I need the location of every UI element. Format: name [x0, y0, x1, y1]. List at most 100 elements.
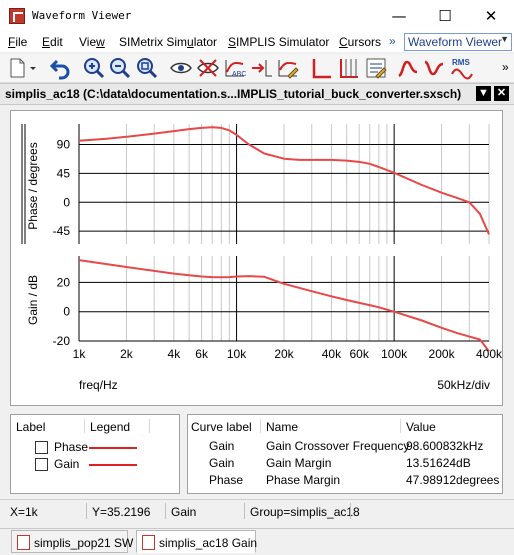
x-axis-title: freq/Hz	[79, 378, 118, 392]
menu-file[interactable]: File	[8, 35, 28, 49]
new-file-icon[interactable]	[5, 56, 29, 80]
view-select[interactable]: Waveform Viewer ▼	[404, 33, 512, 51]
add-curve-icon[interactable]	[250, 56, 274, 80]
window-title: Waveform Viewer	[32, 9, 132, 22]
app-icon	[9, 8, 25, 24]
phase-tick-label: 90	[57, 138, 71, 152]
row-curve: Phase	[209, 473, 244, 487]
header-divider	[400, 419, 401, 433]
gain-tick-label: -20	[53, 334, 71, 348]
menu-simetrix-simulator[interactable]: SIMetrix Simulator	[119, 35, 218, 49]
phase-visibility-checkbox[interactable]	[35, 441, 48, 454]
x-tick-label: 4k	[168, 347, 182, 361]
row-name: Phase Margin	[266, 473, 341, 487]
cursor-b-icon[interactable]	[422, 56, 446, 80]
menu-cursors[interactable]: Cursors	[339, 35, 382, 49]
axis-icon[interactable]	[310, 56, 334, 80]
legend-line-phase	[89, 447, 137, 449]
row-curve: Gain	[209, 439, 235, 453]
waveform-doc-icon	[17, 535, 30, 550]
waveform-doc-icon	[142, 535, 155, 550]
x-tick-label: 200k	[429, 347, 456, 361]
rms-icon[interactable]: RMS	[450, 56, 474, 80]
hide-curve-icon[interactable]	[196, 56, 220, 80]
svg-text:ABC: ABC	[232, 71, 246, 78]
tab-simplis-pop21-sw[interactable]: simplis_pop21 SW	[11, 530, 133, 553]
x-tick-label: 2k	[120, 347, 134, 361]
document-title: simplis_ac18 (C:\data\documentation.s...…	[5, 87, 462, 101]
zoom-out-icon[interactable]	[108, 56, 132, 80]
chevron-down-icon: ▼	[500, 34, 509, 44]
minimize-button[interactable]: —	[391, 7, 407, 25]
close-button[interactable]: ✕	[484, 7, 498, 25]
phase-tick-label: 45	[57, 166, 71, 180]
doc-close-button[interactable]: ✕	[494, 86, 509, 101]
phase-curve	[78, 126, 490, 235]
tab-simplis-ac18-gain[interactable]: simplis_ac18 Gain	[136, 530, 258, 553]
gain-tick-label: 20	[57, 275, 71, 289]
status-bar: X=1k Y=35.2196 Gain Group=simplis_ac18	[0, 499, 514, 522]
menu-overflow[interactable]: »	[389, 34, 396, 48]
x-tick-label: 20k	[274, 347, 294, 361]
grid-icon[interactable]	[337, 56, 361, 80]
view-select-value: Waveform Viewer	[408, 35, 503, 49]
menu-view[interactable]: View	[79, 35, 105, 49]
toolbar-overflow[interactable]: »	[502, 60, 509, 74]
row-curve: Gain	[209, 456, 235, 470]
tab-label: simplis_ac18 Gain	[159, 536, 258, 550]
x-tick-label: 10k	[227, 347, 247, 361]
undo-icon[interactable]	[49, 56, 73, 80]
row-value: 13.51624dB	[406, 456, 471, 470]
x-scale-label: 50kHz/div	[437, 378, 490, 392]
zoom-in-icon[interactable]	[82, 56, 106, 80]
document-bar: simplis_ac18 (C:\data\documentation.s...…	[0, 83, 514, 105]
col-header-curve-label: Curve label	[191, 420, 252, 434]
legend-header-label: Label	[16, 420, 46, 434]
title-bar: Waveform Viewer — ☐ ✕	[0, 0, 514, 32]
status-divider	[165, 503, 166, 519]
legend-label-phase: Phase	[54, 440, 89, 454]
legend-header-legend: Legend	[90, 420, 131, 434]
menu-bar: File Edit View SIMetrix Simulator SIMPLI…	[0, 32, 514, 52]
menu-simplis-simulator[interactable]: SIMPLIS Simulator	[228, 35, 330, 49]
x-tick-label: 6k	[195, 347, 209, 361]
status-divider	[244, 503, 245, 519]
status-divider	[350, 503, 351, 519]
legend-panel: Label Legend Phase Gain	[10, 414, 180, 494]
plot-area[interactable]	[10, 110, 503, 406]
legend-label-gain: Gain	[54, 457, 80, 471]
header-divider	[149, 419, 150, 433]
dropdown-arrow-icon[interactable]	[27, 56, 39, 80]
x-tick-label: 60k	[349, 347, 369, 361]
row-name: Gain Margin	[266, 456, 332, 470]
x-tick-label: 100k	[381, 347, 408, 361]
x-tick-label: 1k	[73, 347, 87, 361]
status-curve: Gain	[171, 505, 197, 519]
status-y: Y=35.2196	[92, 505, 151, 519]
eye-icon[interactable]	[169, 56, 193, 80]
gain-tick-label: 0	[63, 305, 70, 319]
row-name: Gain Crossover Frequency	[266, 439, 410, 453]
curve-label-icon[interactable]: ABC	[223, 56, 247, 80]
phase-tick-label: -45	[53, 224, 71, 238]
gain-curve	[78, 259, 490, 352]
edit-curve-icon[interactable]	[276, 56, 300, 80]
phase-axis-title: Phase / degrees	[26, 142, 40, 229]
toolbar: ABC RMS »	[0, 54, 514, 83]
header-divider	[260, 419, 261, 433]
zoom-fit-icon[interactable]	[135, 56, 159, 80]
gain-visibility-checkbox[interactable]	[35, 458, 48, 471]
row-value: 98.600832kHz	[406, 439, 484, 453]
menu-edit[interactable]: Edit	[42, 35, 63, 49]
properties-icon[interactable]	[364, 56, 388, 80]
tab-label: simplis_pop21 SW	[34, 536, 134, 550]
maximize-button[interactable]: ☐	[438, 7, 452, 25]
gain-axis-title: Gain / dB	[26, 275, 40, 325]
measurement-panel: Curve label Name Value Gain Gain Crossov…	[187, 414, 503, 494]
doc-menu-button[interactable]: ▼	[476, 86, 491, 101]
x-tick-label: 400k	[476, 347, 503, 361]
phase-tick-label: 0	[63, 195, 70, 209]
status-group: Group=simplis_ac18	[250, 505, 360, 519]
cursor-a-icon[interactable]	[396, 56, 420, 80]
